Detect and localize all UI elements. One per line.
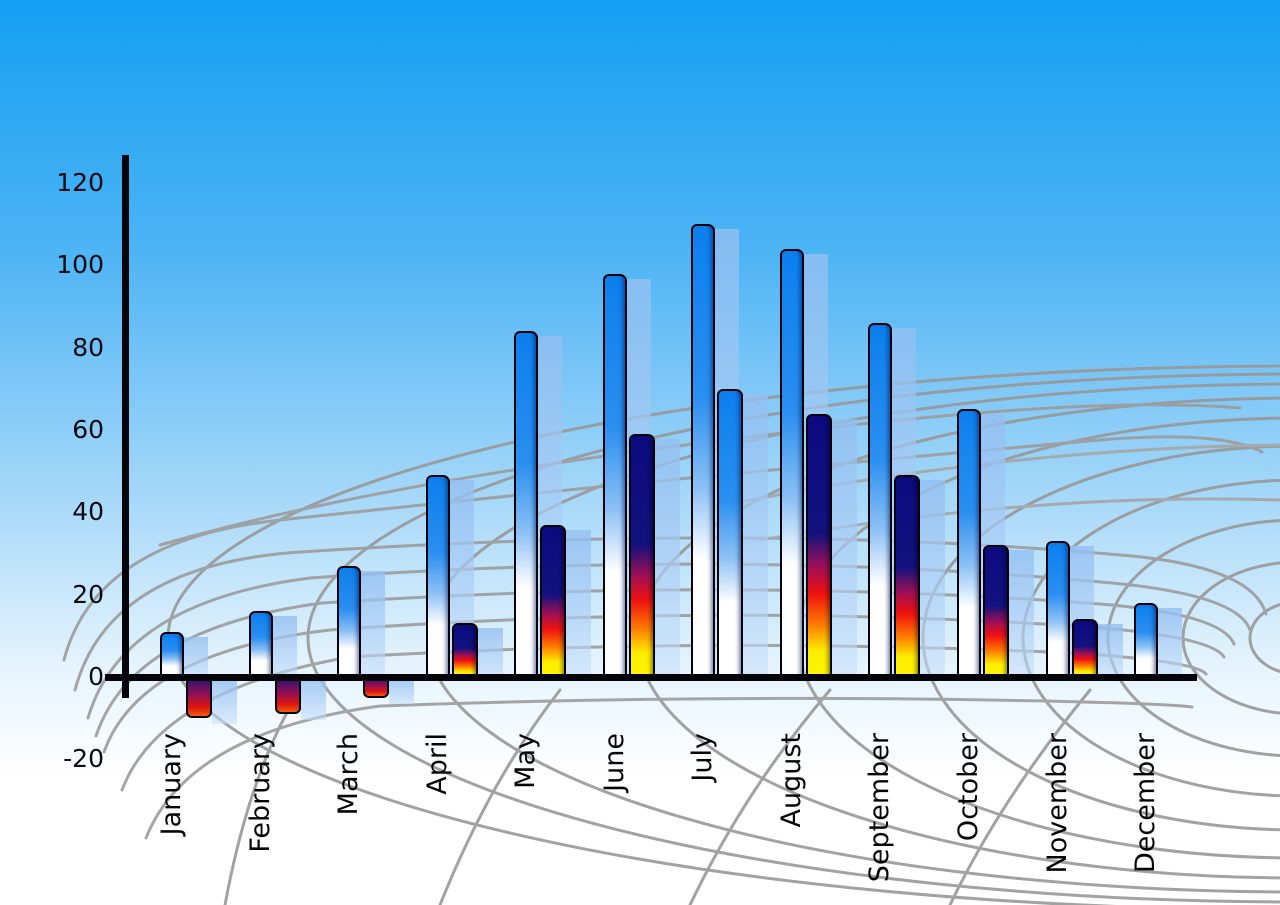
bar-echo-fire-may (566, 529, 592, 681)
month-label-december: December (1130, 733, 1162, 874)
bar-echo-fire-september (920, 480, 946, 681)
bar-echo-fire-october (1008, 550, 1034, 681)
bar-echo-blue-july (743, 393, 769, 681)
y-axis-line (122, 155, 129, 698)
bar-blue-november (1045, 541, 1070, 679)
month-label-may: May (510, 733, 542, 789)
bar-blue-april (425, 475, 450, 679)
bar-blue-october (956, 409, 981, 679)
month-label-april: April (421, 733, 453, 795)
bar-echo-fire-february (300, 679, 326, 721)
month-label-march: March (333, 733, 365, 816)
bar-echo-blue-december (1158, 607, 1183, 681)
bar-fire-september (894, 475, 921, 679)
y-axis-label-0: 0 (88, 662, 104, 691)
bar-blue-january (160, 631, 184, 679)
bar-fire-november (1071, 619, 1098, 679)
y-axis-label-100: 100 (56, 250, 104, 280)
y-axis-label-20: 20 (72, 579, 104, 609)
bar-echo-blue-march (361, 570, 386, 681)
month-label-october: October (952, 733, 984, 842)
y-axis-label--20: -20 (63, 744, 104, 774)
bar-blue-february (248, 611, 273, 679)
x-axis-line (105, 674, 1197, 681)
bar-blue-december (1134, 602, 1159, 679)
y-axis-label-80: 80 (72, 332, 104, 362)
bar-fire-may (540, 524, 567, 679)
y-axis-label-60: 60 (72, 414, 104, 444)
bar-echo-fire-june (654, 439, 680, 681)
month-label-july: July (687, 733, 719, 782)
bar-fire-june (628, 434, 655, 679)
y-axis-label-120: 120 (56, 167, 104, 197)
bar-fire-april (451, 623, 478, 679)
bar-echo-fire-august (831, 418, 857, 681)
bar-echo-fire-march (389, 679, 415, 704)
month-label-november: November (1041, 733, 1073, 874)
month-label-september: September (864, 733, 896, 883)
bar-fire-august (805, 413, 832, 679)
bar-echo-fire-november (1097, 624, 1123, 681)
bar-blue-march (337, 565, 362, 679)
bar-blue-july (691, 224, 716, 679)
month-label-june: June (598, 733, 630, 792)
month-label-august: August (775, 733, 807, 828)
month-label-january: January (156, 733, 187, 836)
month-label-february: February (244, 733, 276, 853)
bar-fire-january (186, 674, 212, 719)
bar-fire-october (982, 545, 1009, 679)
bar-blue-september (868, 322, 893, 679)
bar-echo-blue-january (184, 636, 208, 681)
bar-blue-may (514, 331, 539, 679)
bar-echo-blue-february (272, 616, 297, 681)
bar-blue-june (602, 273, 627, 679)
bar-echo-fire-april (477, 628, 503, 681)
bar-echo-fire-january (212, 679, 237, 725)
y-axis-label-40: 40 (72, 497, 104, 527)
bar-blue-august (779, 248, 804, 679)
bar-blue-july (717, 388, 744, 679)
